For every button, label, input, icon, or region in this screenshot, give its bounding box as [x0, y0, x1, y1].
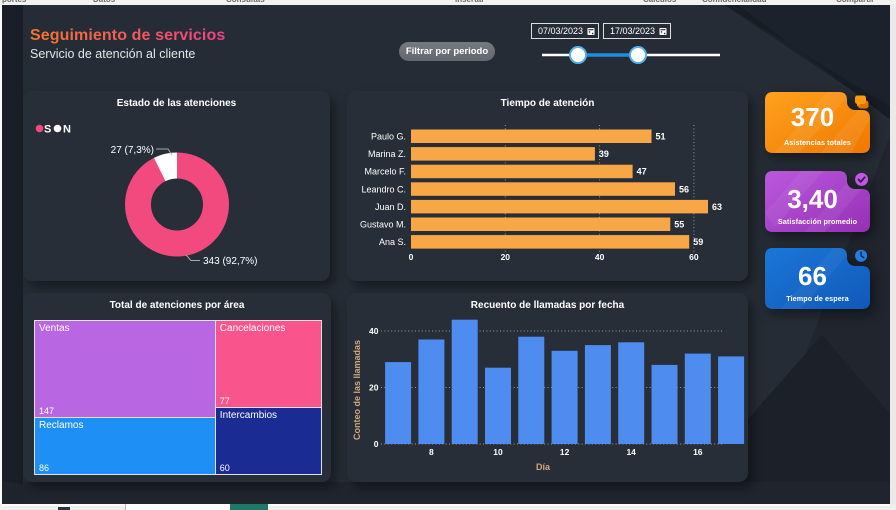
svg-text:60: 60 [689, 252, 699, 262]
svg-text:39: 39 [599, 149, 609, 159]
svg-text:20: 20 [501, 252, 511, 262]
svg-text:Leandro C.: Leandro C. [361, 184, 406, 194]
svg-text:Conteo de las llamadas: Conteo de las llamadas [352, 340, 362, 440]
svg-text:55: 55 [674, 220, 684, 230]
svg-text:20: 20 [369, 383, 379, 393]
svg-text:Paulo G.: Paulo G. [371, 132, 406, 142]
svg-text:47: 47 [637, 167, 647, 177]
svg-text:51: 51 [656, 132, 666, 142]
svg-text:Gustavo M.: Gustavo M. [360, 220, 406, 230]
svg-text:40: 40 [369, 326, 379, 336]
svg-text:N: N [63, 124, 71, 136]
svg-text:59: 59 [693, 237, 703, 247]
svg-text:0: 0 [409, 252, 414, 262]
svg-text:14: 14 [626, 447, 636, 457]
svg-text:27 (7,3%): 27 (7,3%) [111, 145, 154, 156]
svg-text:0: 0 [374, 439, 379, 449]
svg-text:Marcelo F.: Marcelo F. [364, 167, 406, 177]
svg-text:Juan D.: Juan D. [375, 202, 406, 212]
svg-text:40: 40 [595, 252, 605, 262]
svg-text:63: 63 [712, 202, 722, 212]
svg-text:12: 12 [560, 447, 570, 457]
svg-text:8: 8 [429, 447, 434, 457]
svg-text:Día: Día [536, 462, 551, 472]
svg-text:10: 10 [493, 447, 503, 457]
svg-text:S: S [44, 124, 51, 136]
svg-text:Marina Z.: Marina Z. [368, 149, 406, 159]
svg-text:Ana S.: Ana S. [379, 237, 406, 247]
svg-text:343 (92,7%): 343 (92,7%) [203, 256, 257, 267]
svg-text:16: 16 [693, 447, 703, 457]
svg-text:56: 56 [679, 184, 689, 194]
